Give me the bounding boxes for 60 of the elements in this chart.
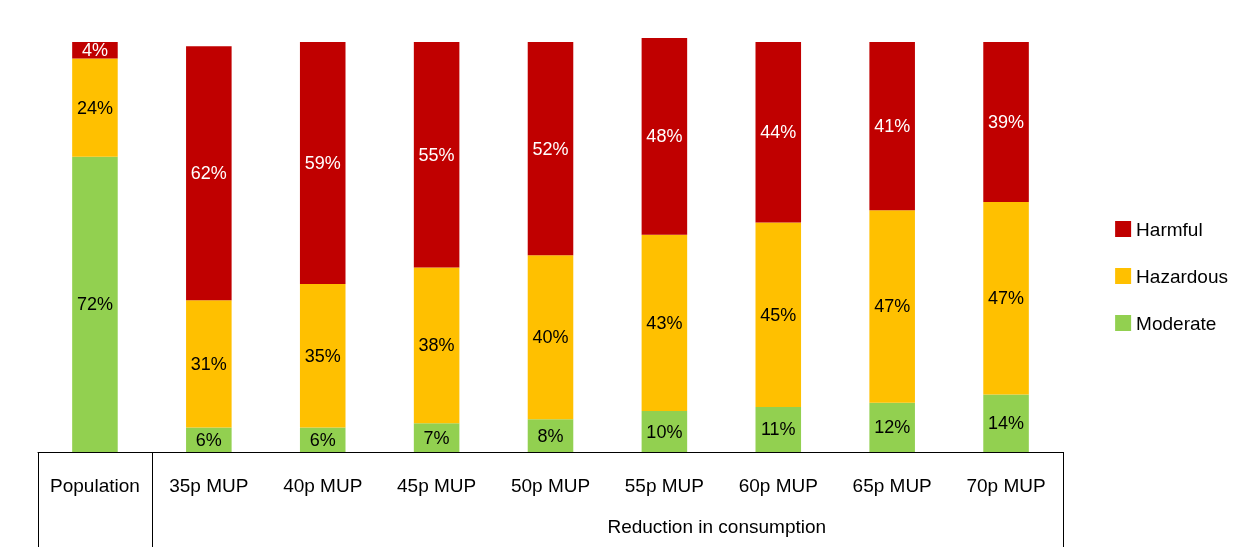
data-label: 31%	[190, 353, 227, 374]
bar	[299, 283, 346, 428]
legend-label: Hazardous	[1136, 265, 1229, 287]
data-label: 52%	[532, 138, 569, 159]
bar	[869, 42, 915, 211]
data-label: 7%	[423, 427, 450, 448]
data-label: 48%	[646, 126, 683, 147]
x-tick-label: 45p MUP	[397, 475, 477, 496]
bar	[641, 38, 688, 235]
text: Reduction in consumption	[607, 516, 827, 537]
x-tick-label: 35p MUP	[169, 475, 249, 496]
data-label: 55%	[418, 144, 455, 165]
bar	[527, 42, 574, 256]
data-label: 41%	[874, 116, 911, 137]
bar	[299, 42, 346, 284]
x-tick-label: 50p MUP	[510, 475, 591, 496]
bar	[72, 58, 118, 157]
bar	[983, 201, 1029, 395]
data-label: 59%	[304, 153, 341, 174]
x-tick-label: 70p MUP	[966, 475, 1046, 496]
bar	[869, 210, 915, 403]
bar	[755, 222, 802, 407]
data-label: 14%	[988, 413, 1025, 434]
data-label: 62%	[190, 163, 227, 184]
x-tick-label: 65p MUP	[852, 475, 932, 496]
bar	[413, 267, 460, 424]
data-label: 8%	[537, 425, 564, 446]
data-label: 6%	[309, 429, 336, 450]
data-label: 11%	[760, 419, 796, 440]
bar	[869, 402, 915, 452]
data-label: 35%	[304, 345, 341, 366]
data-label: 43%	[646, 312, 683, 333]
x-tick-label: 60p MUP	[738, 475, 818, 496]
bar	[983, 42, 1029, 202]
bar	[186, 46, 232, 301]
x-tick-label: 40p MUP	[283, 475, 363, 496]
data-label: 44%	[760, 122, 797, 143]
legend-label: Moderate	[1136, 312, 1217, 334]
data-label: 6%	[195, 429, 222, 450]
x-tick-label: Population	[50, 475, 140, 496]
data-label: 12%	[874, 417, 911, 438]
data-label: 24%	[76, 97, 113, 118]
data-label: 47%	[988, 288, 1025, 309]
data-label: 39%	[988, 112, 1025, 133]
data-label: 10%	[646, 421, 683, 442]
x-tick-label: 55p MUP	[624, 475, 704, 496]
bar	[413, 42, 460, 268]
data-label: 40%	[532, 327, 569, 348]
data-label: 4%	[81, 40, 108, 61]
bar	[641, 234, 688, 412]
bar	[186, 300, 232, 428]
data-label: 45%	[760, 304, 797, 325]
data-label: 47%	[874, 296, 911, 317]
data-label: 38%	[418, 335, 455, 356]
bar	[755, 42, 802, 223]
bar	[72, 156, 118, 452]
data-label: 72%	[76, 294, 113, 315]
bar	[983, 394, 1029, 452]
legend-label: Harmful	[1136, 218, 1203, 240]
bar	[527, 255, 574, 420]
